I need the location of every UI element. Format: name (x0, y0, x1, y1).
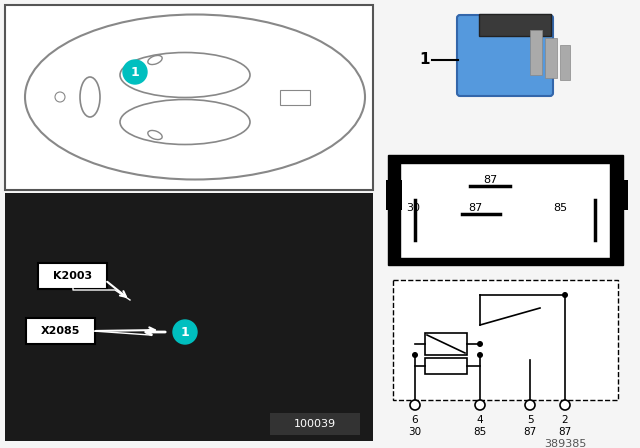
Text: 87: 87 (483, 175, 497, 185)
Circle shape (55, 92, 65, 102)
Text: 30: 30 (408, 427, 422, 437)
Bar (393, 280, 618, 400)
Bar (400, 163, 610, 258)
Bar (545, 38, 557, 78)
Text: 85: 85 (474, 427, 486, 437)
Circle shape (123, 60, 147, 84)
Circle shape (477, 341, 483, 347)
Ellipse shape (25, 14, 365, 180)
Text: 30: 30 (406, 203, 420, 213)
Circle shape (410, 400, 420, 410)
Text: 1: 1 (420, 52, 430, 68)
Bar (425, 333, 467, 355)
Text: 87: 87 (468, 203, 482, 213)
Circle shape (173, 320, 197, 344)
Bar (5, 5, 373, 190)
Text: 2: 2 (562, 415, 568, 425)
Bar (280, 90, 310, 105)
Bar (612, 180, 628, 210)
Bar (425, 358, 467, 374)
Text: K2003: K2003 (53, 271, 93, 281)
Ellipse shape (120, 52, 250, 98)
Circle shape (560, 400, 570, 410)
Circle shape (475, 400, 485, 410)
FancyBboxPatch shape (457, 15, 553, 96)
Text: 1: 1 (180, 326, 189, 339)
Ellipse shape (120, 99, 250, 145)
Circle shape (477, 352, 483, 358)
Text: 389385: 389385 (544, 439, 586, 448)
FancyBboxPatch shape (479, 14, 551, 36)
FancyBboxPatch shape (38, 263, 107, 289)
Bar (560, 45, 570, 80)
Ellipse shape (148, 130, 162, 139)
Text: X2085: X2085 (40, 326, 80, 336)
Bar (530, 30, 542, 75)
Circle shape (412, 352, 418, 358)
Text: 1: 1 (131, 65, 140, 78)
FancyBboxPatch shape (26, 318, 95, 344)
Bar (388, 155, 623, 265)
Circle shape (562, 292, 568, 298)
Text: 87: 87 (524, 427, 536, 437)
Text: 4: 4 (477, 415, 483, 425)
Text: 100039: 100039 (294, 419, 336, 429)
Circle shape (525, 400, 535, 410)
Text: 5: 5 (527, 415, 533, 425)
Bar (386, 180, 402, 210)
Bar (5, 193, 373, 441)
Ellipse shape (148, 56, 162, 65)
Text: 6: 6 (412, 415, 419, 425)
Text: 87: 87 (558, 427, 572, 437)
Ellipse shape (80, 77, 100, 117)
Text: 85: 85 (553, 203, 567, 213)
Bar (270, 413, 360, 435)
